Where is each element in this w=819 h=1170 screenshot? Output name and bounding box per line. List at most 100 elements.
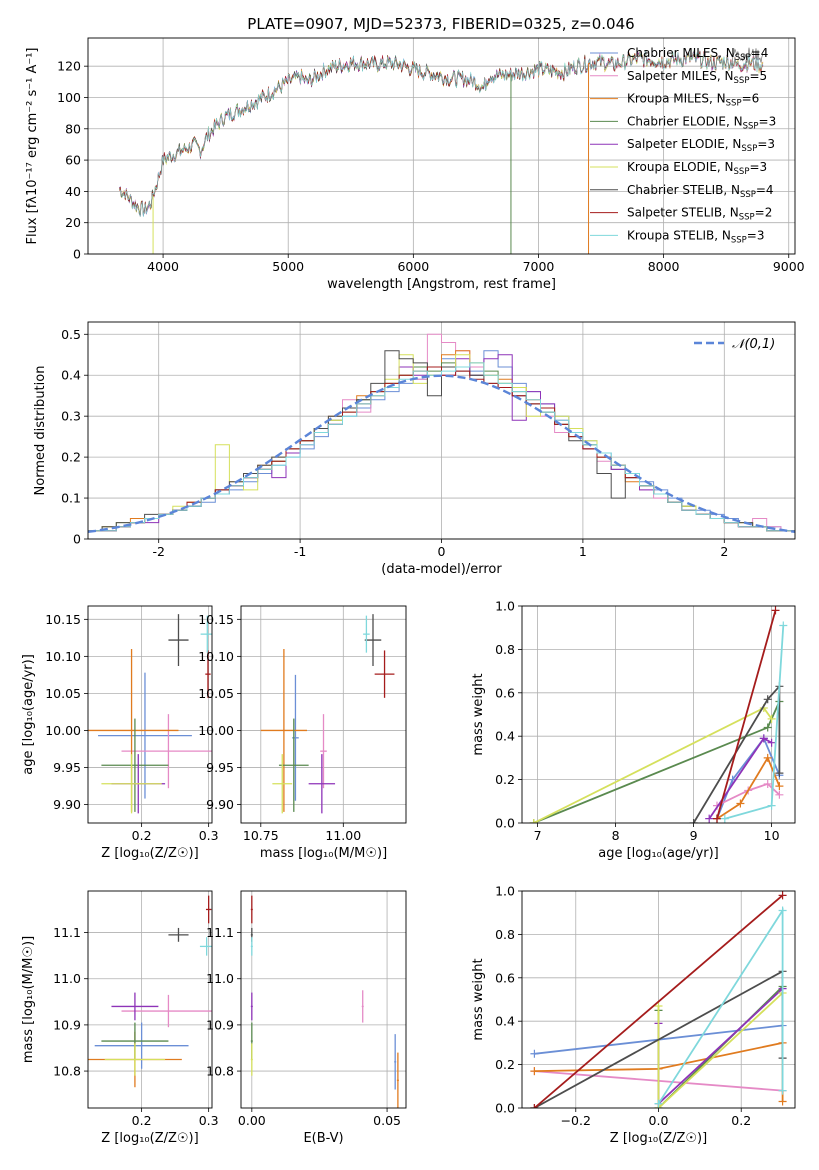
- xtick-label: 0.2: [132, 1113, 152, 1128]
- plot-area: [88, 333, 795, 533]
- ytick-label: 0.5: [61, 327, 81, 342]
- ytick-label: 10.9: [53, 1017, 81, 1032]
- ytick-label: 0.1: [61, 491, 81, 506]
- x-axis-label: (data-model)/error: [381, 562, 502, 577]
- weight-marker: [530, 1067, 539, 1076]
- ytick-label: 10.8: [206, 1064, 234, 1079]
- spectrum-line: [119, 50, 764, 217]
- xtick-label: 10.75: [243, 828, 279, 843]
- ytick-label: 0.0: [495, 1101, 515, 1116]
- y-axis-label: Flux [fλ10⁻¹⁷ erg cm⁻² s⁻¹ A⁻¹]: [25, 48, 40, 245]
- y-axis-label: mass weight: [471, 673, 486, 755]
- ytick-label: 100: [57, 90, 81, 105]
- weight-marker: [779, 621, 788, 630]
- ytick-label: 0.6: [495, 970, 515, 985]
- x-axis-label: wavelength [Angstrom, rest frame]: [327, 277, 556, 292]
- xtick-label: -1: [294, 544, 306, 559]
- errorbar-point: [308, 754, 336, 814]
- errorbar-point: [250, 937, 253, 956]
- errorbar-point: [394, 1034, 397, 1090]
- legend-label: Chabrier MILES, NSSP=4: [627, 46, 768, 63]
- weight-marker: [775, 769, 784, 778]
- ytick-label: 9.95: [206, 760, 234, 775]
- weight-marker: [705, 814, 714, 823]
- ytick-label: 0.4: [495, 1014, 515, 1029]
- errorbar-point: [199, 937, 212, 956]
- weight-marker: [689, 819, 698, 823]
- weight-line: [692, 683, 781, 823]
- ytick-label: 0.4: [495, 729, 515, 744]
- errorbar-point: [101, 754, 162, 814]
- ytick-label: 9.95: [53, 760, 81, 775]
- xtick-label: 5000: [272, 259, 304, 274]
- ytick-label: 10.10: [45, 649, 81, 664]
- xtick-label: 0.0: [649, 1113, 669, 1128]
- xtick-label: 0: [438, 544, 446, 559]
- xtick-label: 6000: [397, 259, 429, 274]
- axes-mass-vs-ebv: 0.00 0.05 10.8 10.9 11.0 11.1 E(B-V): [206, 890, 407, 1146]
- axes-frame: [87, 890, 213, 1109]
- axes-frame: [240, 605, 407, 824]
- xtick-label: 9: [690, 828, 698, 843]
- ytick-label: 0.8: [495, 927, 515, 942]
- legend-label: Salpeter MILES, NSSP=5: [627, 69, 767, 86]
- ytick-label: 80: [65, 121, 81, 136]
- xtick-label: 1: [579, 544, 587, 559]
- ytick-label: 10.10: [198, 649, 234, 664]
- weight-marker: [529, 819, 538, 823]
- legend-label: Chabrier STELIB, NSSP=4: [627, 183, 774, 200]
- legend-label: 𝒩(0,1): [732, 337, 775, 352]
- ytick-label: 1.0: [495, 599, 515, 614]
- axes-mass-vs-Z: 0.2 0.3 10.8 10.9 11.0 11.1 Z [log₁₀(Z/Z☉)] mas…: [21, 890, 219, 1146]
- ytick-label: 0.0: [495, 816, 515, 831]
- ytick-label: 120: [57, 59, 81, 74]
- plot-area: [529, 606, 788, 823]
- ytick-label: 10.15: [45, 612, 81, 627]
- errorbar-point: [260, 648, 307, 812]
- y-axis-label: Normed distribution: [33, 366, 48, 496]
- ytick-label: 20: [65, 215, 81, 230]
- weight-marker: [775, 782, 784, 791]
- ytick-label: 0.8: [495, 642, 515, 657]
- legend: Chabrier MILES, NSSP=4 Salpeter MILES, NS…: [590, 46, 776, 245]
- weight-marker: [530, 1104, 539, 1108]
- ytick-label: 11.0: [53, 971, 81, 986]
- ytick-label: 10.15: [198, 612, 234, 627]
- xtick-label: 4000: [147, 259, 179, 274]
- errorbar-point: [364, 614, 382, 666]
- ytick-label: 11.1: [53, 925, 81, 940]
- ytick-label: 0.2: [495, 1057, 515, 1072]
- xtick-label: 8: [612, 828, 620, 843]
- ytick-label: 0.6: [495, 685, 515, 700]
- errorbar-point: [278, 718, 309, 812]
- errorbar-point: [101, 718, 169, 812]
- x-axis-label: age [log₁₀(age/yr)]: [598, 846, 719, 861]
- weight-line: [716, 736, 781, 820]
- ytick-label: 10.00: [45, 723, 81, 738]
- errorbar-point: [111, 992, 159, 1021]
- axes-residuals: -2 -1 0 1 2 0 0.1 0.2 0.3 0.4 0.5 (data-model)/erro…: [33, 321, 796, 577]
- ytick-label: 0.3: [61, 409, 81, 424]
- weight-marker: [778, 906, 787, 915]
- ytick-label: 60: [65, 153, 81, 168]
- weight-marker: [775, 790, 784, 799]
- plot-area: [88, 895, 212, 1088]
- xtick-label: 10: [764, 828, 780, 843]
- weight-marker: [713, 814, 721, 823]
- errorbar-point: [396, 1052, 399, 1108]
- ytick-label: 10.8: [53, 1064, 81, 1079]
- errorbar-point: [205, 650, 211, 698]
- errorbar-point: [320, 714, 327, 789]
- errorbar-point: [250, 1043, 253, 1076]
- errorbar-point: [98, 672, 192, 799]
- x-axis-label: Z [log₁₀(Z/Z☉)]: [101, 846, 198, 861]
- ytick-label: 0.4: [61, 368, 81, 383]
- figure-title: PLATE=0907, MJD=52373, FIBERID=0325, z=0…: [247, 15, 634, 33]
- ytick-label: 9.90: [53, 797, 81, 812]
- weight-marker: [654, 1002, 663, 1011]
- ytick-label: 9.90: [206, 797, 234, 812]
- x-axis-label: E(B-V): [303, 1131, 343, 1146]
- errorbar-point: [121, 994, 212, 1028]
- x-axis-label: Z [log₁₀(Z/Z☉)]: [610, 1131, 707, 1146]
- ytick-label: 0: [73, 247, 81, 262]
